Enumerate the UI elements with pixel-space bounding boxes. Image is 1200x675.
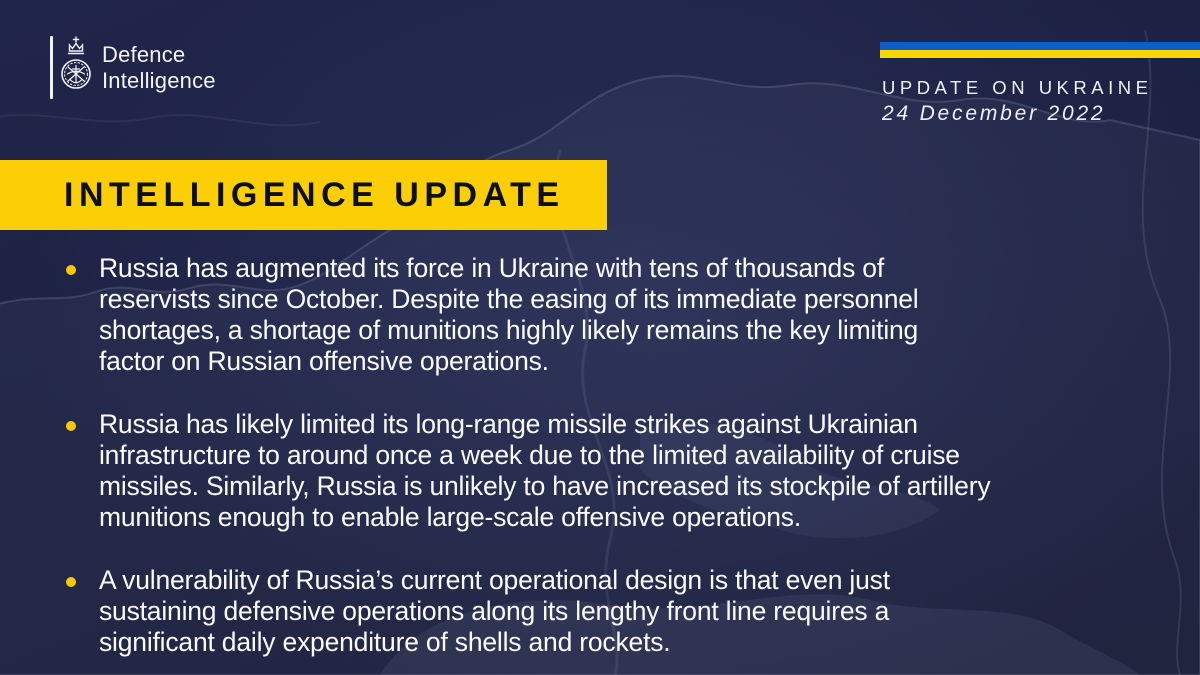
bullet-line: Russia has augmented its force in Ukrain…: [99, 253, 884, 283]
defence-intelligence-logo: Defence Intelligence: [50, 36, 216, 100]
bullet-line: factor on Russian offensive operations.: [99, 346, 549, 376]
mod-crest-icon: [61, 36, 91, 89]
intelligence-update-banner: INTELLIGENCE UPDATE: [0, 160, 607, 230]
bullet-text: A vulnerability of Russia’s current oper…: [99, 565, 890, 658]
bullet-line: A vulnerability of Russia’s current oper…: [99, 565, 890, 595]
bullet-line: shortages, a shortage of munitions highl…: [99, 315, 919, 345]
bullet-line: significant daily expenditure of shells …: [99, 627, 671, 657]
update-date: 24 December 2022: [882, 102, 1106, 125]
logo-divider-bar: [50, 36, 53, 99]
bullet-dot-icon: [66, 421, 76, 431]
flag-yellow-band: [880, 50, 1200, 58]
bullet-item: Russia has likely limited its long-range…: [66, 409, 1140, 533]
bullet-dot-icon: [66, 577, 76, 587]
bullet-list: Russia has augmented its force in Ukrain…: [66, 253, 1140, 675]
logo-wordmark-line1: Defence: [102, 42, 186, 67]
bullet-dot-icon: [66, 265, 76, 275]
bullet-item: Russia has augmented its force in Ukrain…: [66, 253, 1140, 377]
bullet-line: munitions enough to enable large-scale o…: [99, 502, 802, 532]
bullet-line: sustaining defensive operations along it…: [99, 596, 890, 626]
bullet-text: Russia has likely limited its long-range…: [99, 409, 991, 533]
flag-blue-band: [880, 42, 1200, 50]
bullet-line: missiles. Similarly, Russia is unlikely …: [99, 471, 991, 501]
bullet-text: Russia has augmented its force in Ukrain…: [99, 253, 919, 377]
bullet-line: Russia has likely limited its long-range…: [99, 409, 918, 439]
bullet-item: A vulnerability of Russia’s current oper…: [66, 565, 1140, 658]
bullet-line: infrastructure to around once a week due…: [99, 440, 960, 470]
bullet-line: reservists since October. Despite the ea…: [99, 284, 919, 314]
banner-title: INTELLIGENCE UPDATE: [64, 175, 565, 214]
ukraine-flag-stripe: [880, 42, 1200, 58]
logo-wordmark-line2: Intelligence: [102, 68, 216, 93]
update-kicker: UPDATE ON UKRAINE: [882, 77, 1153, 98]
